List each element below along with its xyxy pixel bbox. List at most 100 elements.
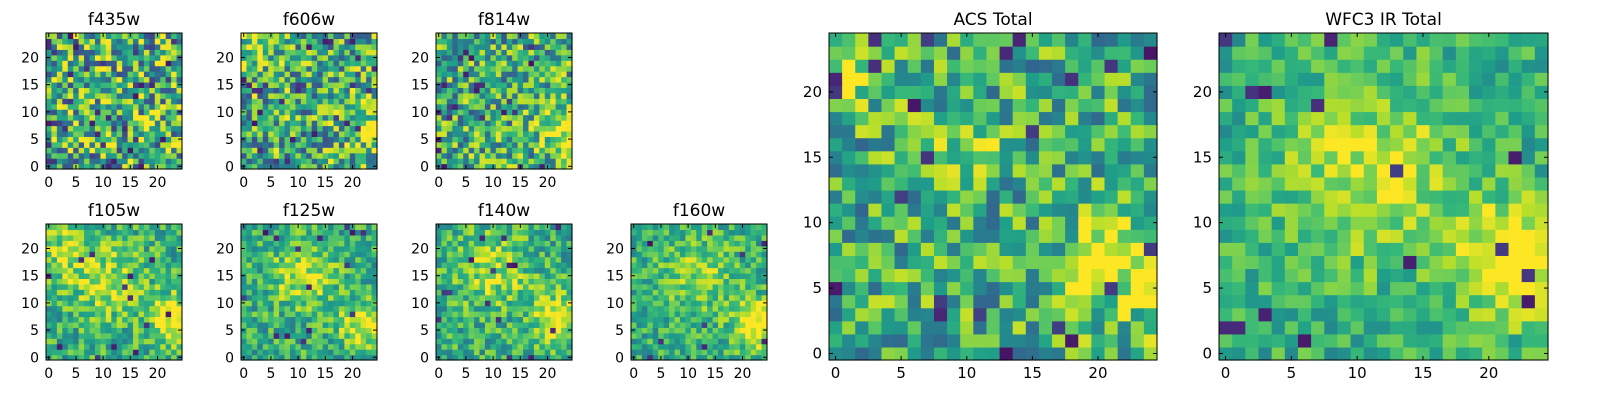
- f606w-cell: [262, 141, 269, 148]
- f140w-cell: [446, 245, 453, 252]
- f814w-cell: [484, 81, 491, 88]
- f125w-cell: [289, 294, 296, 301]
- f125w-cell: [317, 338, 324, 345]
- f814w-title: f814w: [478, 10, 530, 30]
- f105w-cell: [116, 240, 123, 247]
- f125w-cell: [306, 278, 313, 285]
- f435w-cell: [143, 43, 150, 50]
- f105w-cell: [94, 256, 101, 263]
- f814w-cell: [539, 147, 546, 154]
- acs-total-cell: [1104, 242, 1119, 256]
- f435w-cell: [111, 109, 118, 116]
- f125w-cell: [349, 327, 356, 334]
- f606w-cell: [300, 125, 307, 132]
- f435w-cell: [143, 109, 150, 116]
- f814w-cell: [528, 92, 535, 99]
- f606w-cell: [322, 147, 329, 154]
- f435w-cell: [133, 38, 140, 45]
- f435w-cell: [105, 92, 112, 99]
- f125w-cell: [366, 289, 373, 296]
- f160w-cell: [679, 251, 686, 258]
- f105w-cell: [116, 343, 123, 350]
- f160w-cell: [652, 321, 659, 328]
- f125w-cell: [338, 262, 345, 269]
- f606w-cell: [349, 71, 356, 78]
- f606w-cell: [306, 38, 313, 45]
- f160w-cell: [690, 272, 697, 279]
- f160w-cell: [734, 338, 741, 345]
- f435w-cell: [73, 43, 80, 50]
- f125w-cell: [322, 311, 329, 318]
- f814w-cell: [463, 136, 470, 143]
- f435w-cell: [105, 60, 112, 67]
- acs-total-cell: [907, 307, 922, 322]
- f435w-cell: [171, 147, 178, 154]
- f125w-cell: [349, 251, 356, 258]
- f105w-cell: [116, 354, 123, 361]
- f125w-cell: [333, 321, 340, 328]
- f160w-cell: [647, 245, 654, 252]
- f125w-cell: [311, 229, 318, 236]
- f105w-cell: [62, 272, 69, 279]
- f160w-cell: [641, 251, 648, 258]
- f435w-cell: [165, 158, 172, 165]
- f606w-xtick-label: 15: [316, 175, 334, 191]
- f606w-xtick-label: 5: [266, 175, 275, 191]
- f125w-cell: [289, 332, 296, 339]
- acs-total-cell: [1052, 333, 1066, 348]
- f435w-cell: [122, 38, 129, 45]
- f814w-cell: [517, 65, 524, 72]
- f814w-cell: [479, 43, 486, 50]
- f140w-axes-frame: [435, 223, 573, 361]
- f125w-cell: [295, 343, 302, 350]
- f140w-cell: [501, 294, 508, 301]
- f606w-cell: [328, 81, 335, 88]
- f140w-cell: [468, 349, 475, 356]
- f160w-cell: [663, 224, 670, 231]
- f435w-cell: [122, 147, 129, 154]
- f125w-cell: [360, 240, 367, 247]
- f606w-cell: [295, 120, 302, 127]
- f814w-cell: [512, 141, 519, 148]
- f105w-cell: [78, 256, 85, 263]
- acs-total-cell: [894, 163, 909, 178]
- f435w-cell: [84, 71, 91, 78]
- f160w-cell: [734, 316, 741, 323]
- f105w-cell: [111, 229, 118, 236]
- f140w-cell: [446, 300, 453, 307]
- f435w-cell: [160, 147, 167, 154]
- f435w-cell: [165, 147, 172, 154]
- f125w-cell: [322, 278, 329, 285]
- acs-total-cell: [1117, 281, 1132, 296]
- f606w-cell: [273, 103, 280, 110]
- f125w-cell: [279, 305, 286, 312]
- f814w-cell: [501, 152, 508, 159]
- f435w-cell: [149, 54, 156, 61]
- f160w-cell: [723, 224, 730, 231]
- f105w-cell: [154, 234, 161, 241]
- f140w-cell: [555, 338, 562, 345]
- f814w-cell: [539, 43, 546, 50]
- f814w-cell: [436, 114, 443, 121]
- f814w-cell: [539, 130, 546, 137]
- f435w-cell: [154, 130, 161, 137]
- f160w-cell: [647, 278, 654, 285]
- acs-total-cell: [1104, 189, 1119, 204]
- f160w-cell: [712, 256, 719, 263]
- f125w-cell: [273, 289, 280, 296]
- f435w-cell: [165, 141, 172, 148]
- f125w-cell: [241, 294, 248, 301]
- f606w-cell: [262, 147, 269, 154]
- f140w-cell: [484, 229, 491, 236]
- f606w-cell: [317, 130, 324, 137]
- acs-total-cell: [1117, 268, 1132, 283]
- f606w-cell: [273, 43, 280, 50]
- f125w-cell: [279, 224, 286, 231]
- f435w-cell: [154, 109, 161, 116]
- f606w-cell: [268, 98, 275, 105]
- f606w-cell: [279, 125, 286, 132]
- f160w-cell: [728, 262, 735, 269]
- f435w-cell: [133, 120, 140, 127]
- f814w-cell: [468, 109, 475, 116]
- f125w-cell: [344, 327, 351, 334]
